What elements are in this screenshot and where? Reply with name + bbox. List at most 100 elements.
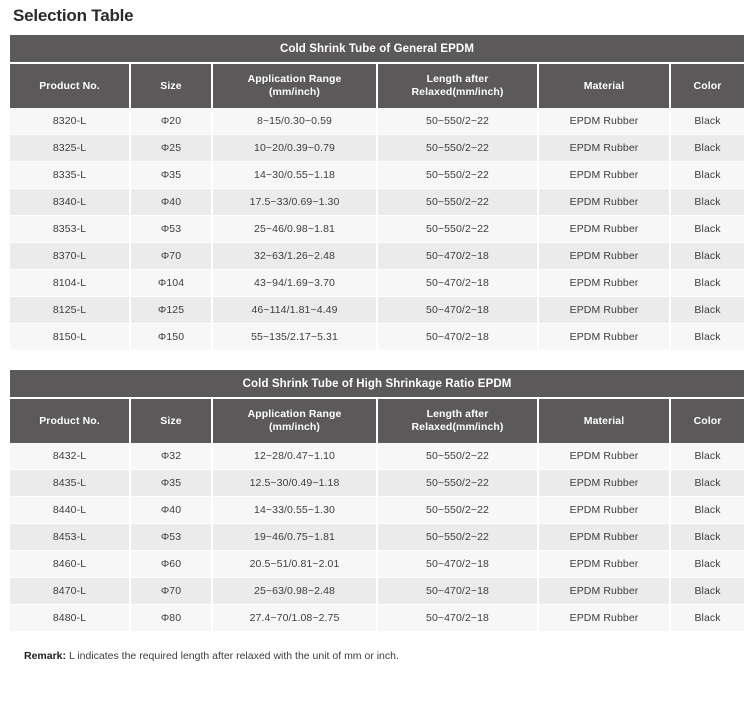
spec-table-high-shrinkage-epdm: Cold Shrink Tube of High Shrinkage Ratio… [10,370,745,631]
cell-length-relaxed: 50~470/2~18 [377,550,539,578]
cell-material: EPDM Rubber [538,161,671,189]
length-relaxed-line2: Relaxed(mm/inch) [411,421,504,433]
cell-application-range: 14~30/0.55~1.18 [212,161,378,189]
table-body-high-shrinkage-epdm: 8432-L Φ32 12~28/0.47~1.10 50~550/2~22 EPDM … [10,443,745,631]
application-range-line2: (mm/inch) [268,421,321,433]
remark-text: L indicates the required length after re… [68,650,399,662]
column-header-length-relaxed: Length after Relaxed(mm/inch) [377,398,539,443]
cell-length-relaxed: 50~550/2~22 [377,134,539,162]
cell-application-range: 25~46/0.98~1.81 [212,215,378,243]
cell-size: Φ53 [130,523,213,551]
remark-label: Remark: [24,650,67,662]
cell-product-no: 8340-L [10,188,131,216]
length-relaxed-line1: Length after [426,408,489,420]
column-header-size: Size [130,398,213,443]
cell-material: EPDM Rubber [538,215,671,243]
column-header-application-range: Application Range (mm/inch) [212,398,378,443]
table-header-row: Product No. Size Application Range (mm/i… [10,63,745,108]
cell-application-range: 55~135/2.17~5.31 [212,323,378,350]
column-header-material: Material [538,63,671,108]
cell-product-no: 8104-L [10,269,131,297]
cell-color: Black [670,161,745,189]
cell-application-range: 27.4~70/1.08~2.75 [212,604,378,631]
cell-length-relaxed: 50~550/2~22 [377,496,539,524]
cell-product-no: 8353-L [10,215,131,243]
cell-color: Black [670,523,745,551]
cell-application-range: 20.5~51/0.81~2.01 [212,550,378,578]
cell-application-range: 19~46/0.75~1.81 [212,523,378,551]
table-body-general-epdm: 8320-L Φ20 8~15/0.30~0.59 50~550/2~22 EPDM R… [10,108,745,350]
table-row: 8453-L Φ53 19~46/0.75~1.81 50~550/2~22 EPDM … [10,523,745,551]
table-row: 8325-L Φ25 10~20/0.39~0.79 50~550/2~22 EPDM … [10,134,745,162]
table-title-row: Cold Shrink Tube of General EPDM [10,35,745,64]
cell-color: Black [670,242,745,270]
cell-length-relaxed: 50~470/2~18 [377,269,539,297]
cell-color: Black [670,296,745,324]
cell-length-relaxed: 50~550/2~22 [377,443,539,470]
column-header-product-no: Product No. [10,63,131,108]
table-header-row: Product No. Size Application Range (mm/i… [10,398,745,443]
cell-length-relaxed: 50~550/2~22 [377,215,539,243]
page-title: Selection Table [13,6,134,25]
cell-application-range: 12~28/0.47~1.10 [212,443,378,470]
cell-length-relaxed: 50~550/2~22 [377,523,539,551]
cell-product-no: 8370-L [10,242,131,270]
cell-size: Φ20 [130,108,213,135]
cell-material: EPDM Rubber [538,188,671,216]
cell-product-no: 8480-L [10,604,131,631]
cell-color: Black [670,215,745,243]
cell-application-range: 43~94/1.69~3.70 [212,269,378,297]
cell-color: Black [670,108,745,135]
column-header-product-no: Product No. [10,398,131,443]
cell-application-range: 10~20/0.39~0.79 [212,134,378,162]
table-row: 8320-L Φ20 8~15/0.30~0.59 50~550/2~22 EPDM R… [10,108,745,135]
column-header-length-relaxed: Length after Relaxed(mm/inch) [377,63,539,108]
cell-color: Black [670,443,745,470]
cell-size: Φ25 [130,134,213,162]
cell-length-relaxed: 50~550/2~22 [377,161,539,189]
cell-size: Φ70 [130,242,213,270]
cell-material: EPDM Rubber [538,604,671,631]
cell-size: Φ35 [130,161,213,189]
cell-product-no: 8470-L [10,577,131,605]
cell-product-no: 8460-L [10,550,131,578]
table-row: 8340-L Φ40 17.5~33/0.69~1.30 50~550/2~22 EPD… [10,188,745,216]
cell-size: Φ104 [130,269,213,297]
cell-size: Φ40 [130,188,213,216]
table-row: 8150-L Φ150 55~135/2.17~5.31 50~470/2~18 EPD… [10,323,745,350]
cell-product-no: 8150-L [10,323,131,350]
cell-color: Black [670,604,745,631]
application-range-line1: Application Range [247,73,342,85]
cell-size: Φ125 [130,296,213,324]
cell-length-relaxed: 50~470/2~18 [377,604,539,631]
cell-product-no: 8440-L [10,496,131,524]
application-range-line1: Application Range [247,408,342,420]
column-header-color: Color [670,63,745,108]
cell-application-range: 14~33/0.55~1.30 [212,496,378,524]
cell-color: Black [670,577,745,605]
table-row: 8353-L Φ53 25~46/0.98~1.81 50~550/2~22 EPDM … [10,215,745,243]
cell-product-no: 8432-L [10,443,131,470]
table-row: 8432-L Φ32 12~28/0.47~1.10 50~550/2~22 EPDM … [10,443,745,470]
cell-size: Φ70 [130,577,213,605]
cell-application-range: 46~114/1.81~4.49 [212,296,378,324]
cell-color: Black [670,323,745,350]
cell-color: Black [670,550,745,578]
table-row: 8435-L Φ35 12.5~30/0.49~1.18 50~550/2~22 EPD… [10,469,745,497]
length-relaxed-line1: Length after [426,73,489,85]
table-row: 8460-L Φ60 20.5~51/0.81~2.01 50~470/2~18 EPD… [10,550,745,578]
cell-material: EPDM Rubber [538,134,671,162]
spec-table-general-epdm: Cold Shrink Tube of General EPDM Product… [10,35,745,350]
cell-product-no: 8435-L [10,469,131,497]
cell-material: EPDM Rubber [538,523,671,551]
remark: Remark: L indicates the required length … [10,649,744,663]
cell-length-relaxed: 50~470/2~18 [377,323,539,350]
table-row: 8335-L Φ35 14~30/0.55~1.18 50~550/2~22 EPDM … [10,161,745,189]
cell-color: Black [670,469,745,497]
cell-length-relaxed: 50~550/2~22 [377,188,539,216]
cell-material: EPDM Rubber [538,108,671,135]
table-title-row: Cold Shrink Tube of High Shrinkage Ratio… [10,370,745,399]
cell-size: Φ53 [130,215,213,243]
table-title: Cold Shrink Tube of High Shrinkage Ratio… [10,370,745,399]
